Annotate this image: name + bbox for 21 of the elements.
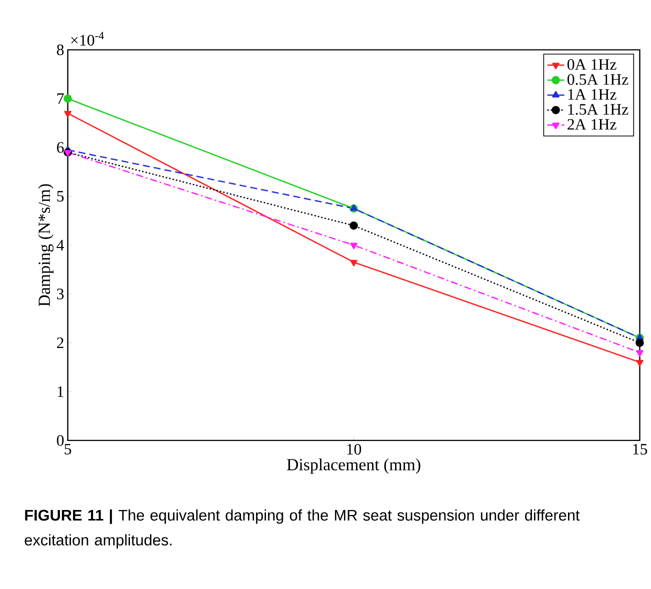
- y-tick-label: 6: [57, 142, 64, 153]
- x-tick-label: 15: [633, 444, 648, 455]
- x-axis-title: Displacement (mm): [286, 458, 420, 474]
- y-tick-label: 0: [56, 435, 64, 446]
- y-axis-title: Damping (N*s/m): [38, 184, 54, 306]
- y-tick-label: 2: [57, 338, 64, 348]
- legend-label: 0A 1Hz: [568, 59, 616, 70]
- y-tick-label: 5: [57, 191, 64, 202]
- legend-label: 2A 1Hz: [568, 119, 616, 130]
- y-tick-label: 7: [57, 93, 64, 104]
- legend-label: 0.5A 1Hz: [568, 74, 628, 85]
- text: ×10$^{-4}$: [71, 32, 104, 46]
- text: FIGURE 11 | The equivalent damping of the MR seat suspension under different excitation amplitudes.: [24, 509, 580, 549]
- x-tick-label: 5: [64, 444, 72, 455]
- y-tick-label: 4: [56, 240, 64, 250]
- y-tick-label: 8: [56, 44, 64, 56]
- legend-label: 1A 1Hz: [568, 89, 616, 100]
- y-tick-label: 1: [58, 386, 64, 397]
- legend-label: 1.5A 1Hz: [568, 104, 628, 115]
- y-tick-label: 3: [57, 288, 64, 300]
- x-tick-label: 10: [347, 444, 362, 455]
